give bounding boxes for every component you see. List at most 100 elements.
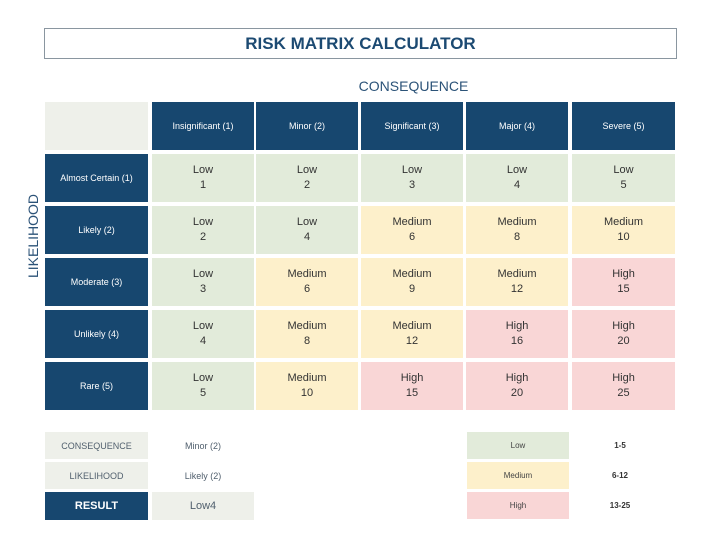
matrix-cell: Medium 6 [361,206,463,254]
matrix-cell: Low 3 [152,258,254,306]
risk-level: Low [192,216,214,228]
risk-level: Low [613,164,634,176]
consequence-label: CONSEQUENCE [45,432,148,459]
matrix-cell: Medium 6 [256,258,358,306]
consequence-value[interactable]: Minor (2) [184,440,221,451]
legend-swatch-medium: Medium [467,462,569,489]
risk-score: 12 [510,283,524,295]
risk-score: 12 [405,335,419,347]
risk-level: Low [296,216,318,228]
risk-level: Low [401,164,423,176]
risk-level: Medium [392,320,432,332]
risk-level: Medium [287,268,327,280]
risk-level: Medium [497,268,537,280]
matrix-cell: High 20 [572,310,675,358]
risk-score: 6 [408,231,416,243]
matrix-cell: Medium 12 [466,258,568,306]
matrix-cell: Low 5 [572,154,675,202]
risk-level: Low [192,268,214,280]
risk-score: 15 [405,387,419,399]
matrix-cell: High 25 [572,362,675,410]
risk-score: 20 [510,387,524,399]
risk-score: 4 [303,231,311,243]
risk-score: 5 [620,179,627,191]
risk-score: 25 [617,387,630,399]
matrix-cell: Medium 10 [572,206,675,254]
legend-swatch-high: High [467,492,569,519]
result-label: RESULT [45,492,148,520]
matrix-cell: Medium 8 [466,206,568,254]
row-header: Almost Certain (1) [45,154,148,202]
risk-level: Low [506,164,528,176]
matrix-cell: High 15 [361,362,463,410]
risk-score: 10 [300,387,314,399]
risk-level: High [612,320,635,332]
risk-score: 9 [408,283,416,295]
matrix-cell: Medium 12 [361,310,463,358]
column-header: Major (4) [466,102,568,150]
matrix-cell: High 15 [572,258,675,306]
risk-level: Medium [392,216,432,228]
risk-level: Medium [497,216,537,228]
risk-level: Medium [287,372,327,384]
row-header: Unlikely (4) [45,310,148,358]
matrix-cell: Medium 9 [361,258,463,306]
matrix-corner [45,102,148,150]
row-header: Rare (5) [45,362,148,410]
risk-level: High [612,268,635,280]
column-header: Significant (3) [361,102,463,150]
risk-score: 1 [199,179,207,191]
consequence-axis-label: CONSEQUENCE [358,78,469,94]
column-header: Insignificant (1) [152,102,254,150]
result-value: Low4 [152,492,254,520]
risk-level: Medium [287,320,327,332]
matrix-cell: High 16 [466,310,568,358]
matrix-cell: Low 3 [361,154,463,202]
column-header: Severe (5) [572,102,675,150]
likelihood-axis-label: LIKELIHOOD [25,193,41,278]
likelihood-value[interactable]: Likely (2) [184,470,222,481]
legend-range: 13-25 [609,501,631,510]
risk-score: 15 [617,283,630,295]
matrix-cell: Low 1 [152,154,254,202]
risk-score: 3 [199,283,207,295]
risk-score: 16 [510,335,524,347]
risk-score: 4 [513,179,521,191]
risk-score: 3 [408,179,416,191]
risk-level: High [612,372,635,384]
matrix-cell: Low 2 [256,154,358,202]
matrix-cell: Low 4 [466,154,568,202]
risk-score: 8 [513,231,521,243]
risk-level: High [505,320,529,332]
risk-level: High [400,372,424,384]
risk-score: 10 [617,231,630,243]
risk-level: Low [192,320,214,332]
legend-range: 6-12 [611,471,628,480]
risk-level: High [505,372,529,384]
risk-score: 20 [617,335,630,347]
risk-level: Low [192,164,214,176]
legend-range: 1-5 [614,441,626,450]
matrix-cell: Medium 8 [256,310,358,358]
matrix-cell: Medium 10 [256,362,358,410]
risk-level: Low [296,164,318,176]
page-title: RISK MATRIX CALCULATOR [44,28,677,59]
row-header: Moderate (3) [45,258,148,306]
likelihood-label: LIKELIHOOD [45,462,148,489]
matrix-cell: Low 4 [152,310,254,358]
risk-score: 6 [303,283,311,295]
risk-score: 4 [199,335,207,347]
matrix-cell: Low 4 [256,206,358,254]
risk-level: Medium [392,268,432,280]
column-header: Minor (2) [256,102,358,150]
risk-score: 2 [303,179,311,191]
risk-score: 8 [303,335,311,347]
risk-level: Medium [603,216,644,228]
risk-level: Low [192,372,214,384]
matrix-cell: Low 2 [152,206,254,254]
risk-score: 2 [199,231,207,243]
matrix-cell: Low 5 [152,362,254,410]
legend-swatch-low: Low [467,432,569,459]
matrix-cell: High 20 [466,362,568,410]
row-header: Likely (2) [45,206,148,254]
